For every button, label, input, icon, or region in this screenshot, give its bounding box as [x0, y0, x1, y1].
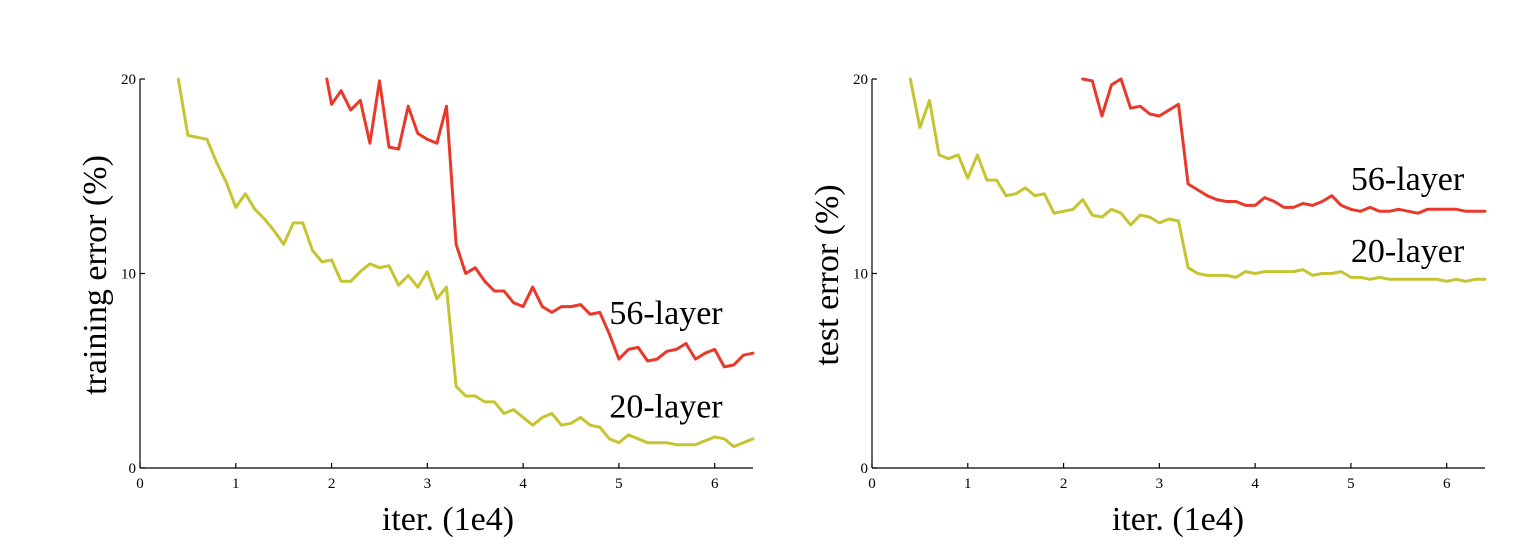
series-label: 20-layer	[1351, 233, 1465, 270]
y-axis-title: training error (%)	[77, 155, 114, 395]
x-tick-label: 1	[232, 476, 240, 492]
series-label: 20-layer	[609, 388, 723, 425]
y-tick-label: 0	[861, 461, 869, 477]
series-line-56-layer	[1081, 77, 1487, 215]
series-line-20-layer	[908, 77, 1487, 283]
series-line-20-layer	[176, 77, 755, 449]
series-label: 56-layer	[1351, 161, 1465, 198]
x-tick-label: 5	[1347, 476, 1355, 492]
y-tick-label: 20	[853, 72, 868, 88]
y-axis-title: test error (%)	[809, 184, 846, 365]
series-line-56-layer	[325, 77, 755, 369]
test-error-panel: iter. (1e4) test error (%) 0 1 2 3 4 5 6 0 10 20 5…	[809, 72, 1487, 538]
y-tick-label: 0	[129, 461, 137, 477]
x-tick-label: 4	[519, 476, 527, 492]
x-tick-label: 0	[868, 476, 876, 492]
training-error-panel: iter. (1e4) training error (%) 0 1 2 3 4 5 6 0 1…	[77, 72, 755, 538]
y-tick-label: 10	[853, 267, 868, 283]
x-tick-label: 2	[1060, 476, 1068, 492]
x-tick-label: 5	[615, 476, 623, 492]
y-tick-label: 20	[121, 72, 136, 88]
x-axis-title: iter. (1e4)	[1112, 501, 1244, 538]
x-tick-label: 3	[1156, 476, 1164, 492]
y-tick-label: 10	[121, 267, 136, 283]
x-tick-label: 2	[328, 476, 336, 492]
x-tick-label: 6	[711, 476, 719, 492]
x-tick-label: 6	[1443, 476, 1451, 492]
series-label: 56-layer	[609, 295, 723, 332]
x-tick-label: 4	[1251, 476, 1259, 492]
x-tick-label: 1	[964, 476, 972, 492]
x-tick-label: 0	[136, 476, 144, 492]
x-axis-title: iter. (1e4)	[382, 501, 514, 538]
x-tick-label: 3	[424, 476, 432, 492]
